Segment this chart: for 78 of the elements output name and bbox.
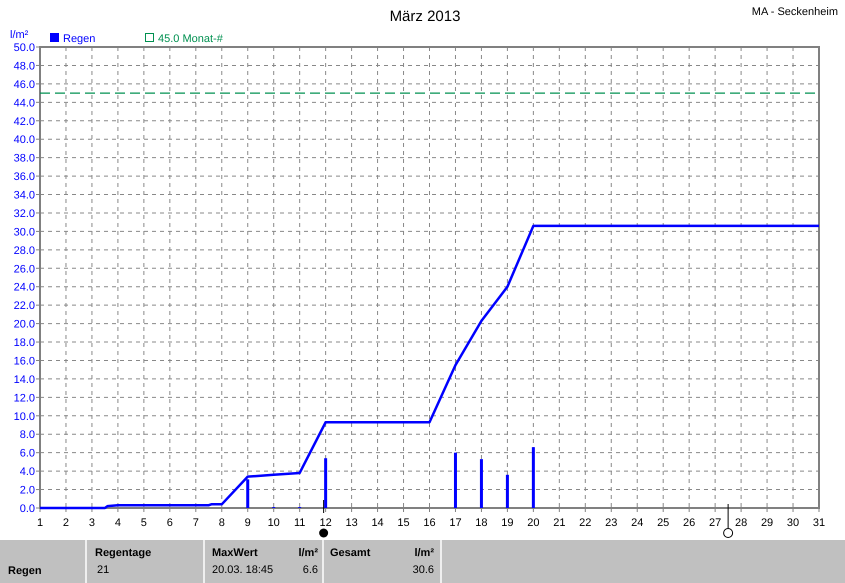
- y-tick-label: 32.0: [14, 208, 35, 220]
- y-tick-label: 2.0: [20, 484, 35, 497]
- x-tick-label: 6: [166, 517, 173, 529]
- x-tick-label: 24: [631, 517, 644, 529]
- legend-label: 45.0 Monat-#: [158, 33, 224, 45]
- x-tick-label: 16: [423, 517, 436, 529]
- bar: [454, 452, 457, 508]
- x-tick-label: 14: [371, 517, 384, 529]
- text: 6.6: [302, 564, 318, 576]
- x-tick-label: 22: [579, 517, 592, 529]
- y-tick-label: 40.0: [14, 134, 35, 146]
- y-tick-label: 36.0: [14, 171, 35, 184]
- y-tick-label: 20.0: [14, 318, 35, 331]
- y-tick-label: 50.0: [14, 42, 35, 54]
- text: Regentage: [95, 547, 152, 559]
- y-tick-label: 24.0: [14, 282, 35, 294]
- x-tick-label: 30: [786, 517, 800, 529]
- y-tick-label: 46.0: [14, 78, 35, 91]
- bar: [532, 447, 535, 508]
- y-tick-label: 26.0: [14, 263, 35, 276]
- y-tick-label: 18.0: [14, 337, 35, 350]
- x-tick-label: 10: [268, 517, 280, 529]
- y-tick-label: 16.0: [14, 355, 35, 368]
- y-tick-label: 34.0: [14, 190, 35, 202]
- y-tick-label: 10.0: [14, 410, 35, 423]
- y-tick-label: 8.0: [20, 429, 35, 442]
- y-tick-label: 14.0: [14, 374, 35, 386]
- x-tick-label: 28: [734, 517, 748, 529]
- x-tick-label: 8: [218, 517, 225, 529]
- y-tick-label: 30.0: [14, 226, 35, 238]
- y-tick-label: 42.0: [14, 116, 35, 128]
- chart-subtitle: MA - Seckenheim: [752, 6, 838, 18]
- x-tick-label: 19: [501, 517, 514, 529]
- x-tick-label: 7: [192, 517, 199, 529]
- x-tick-label: 9: [244, 517, 251, 529]
- chart-title: März 2013: [390, 8, 460, 25]
- bar: [480, 459, 483, 508]
- x-tick-label: 3: [88, 517, 95, 529]
- x-tick-label: 26: [683, 517, 696, 529]
- x-tick-label: 27: [709, 517, 722, 529]
- text: 30.6: [412, 564, 434, 576]
- text: 20.03. 18:45: [212, 564, 274, 576]
- y-tick-label: 48.0: [14, 60, 35, 72]
- line-series: [38, 224, 820, 510]
- x-tick-label: 20: [527, 517, 540, 529]
- y-tick-label: 0.0: [20, 503, 35, 515]
- x-tick-label: 13: [345, 517, 358, 529]
- x-tick-label: 17: [449, 517, 462, 529]
- x-tick-label: 29: [760, 517, 774, 529]
- y-axis-title: l/m²: [10, 29, 29, 41]
- x-tick-label: 1: [36, 517, 44, 529]
- y-tick-label: 38.0: [14, 152, 35, 165]
- x-tick-label: 2: [62, 517, 70, 529]
- text: l/m²: [298, 547, 318, 559]
- x-tick-label: 11: [294, 517, 306, 529]
- text: l/m²: [414, 547, 434, 559]
- text: MaxWert: [212, 547, 258, 559]
- y-tick-label: 22.0: [14, 300, 35, 312]
- y-tick-label: 4.0: [20, 466, 35, 478]
- text: 21: [97, 564, 110, 576]
- x-tick-label: 4: [114, 517, 121, 529]
- x-tick-label: 12: [320, 517, 332, 529]
- x-tick-label: 25: [657, 517, 670, 529]
- x-tick-label: 21: [553, 517, 566, 529]
- x-tick-label: 31: [812, 517, 826, 529]
- x-tick-label: 5: [140, 517, 147, 529]
- text: Regen: [8, 565, 42, 577]
- x-tick-label: 23: [605, 517, 618, 529]
- y-tick-label: 28.0: [14, 244, 35, 257]
- y-tick-label: 44.0: [14, 97, 35, 110]
- y-tick-label: 6.0: [20, 448, 35, 460]
- text: Gesamt: [330, 547, 371, 559]
- bar: [324, 458, 328, 508]
- legend-label: Regen: [63, 33, 96, 45]
- y-tick-label: 12.0: [14, 392, 35, 404]
- x-tick-label: 15: [397, 517, 410, 529]
- x-tick-label: 18: [475, 517, 488, 529]
- bar: [506, 474, 509, 508]
